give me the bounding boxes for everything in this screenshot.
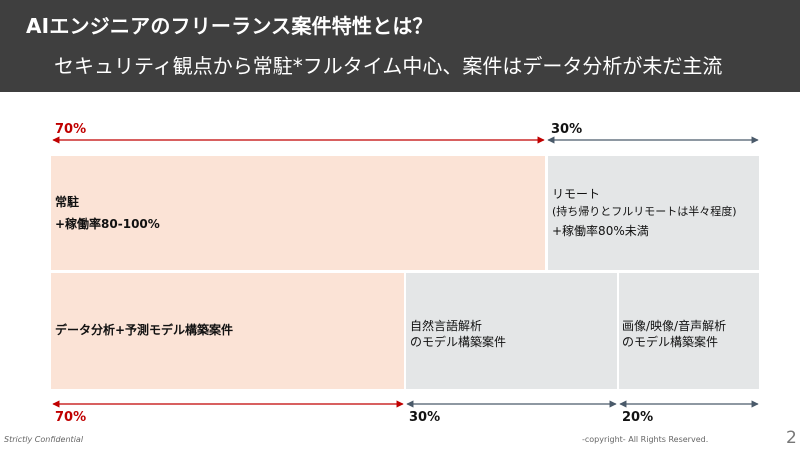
page-number: 2 — [786, 428, 797, 448]
bottom-right-percentage: 20% — [622, 410, 654, 425]
onsite-utilization: +稼働率80-100% — [55, 217, 160, 231]
slide-title: AIエンジニアのフリーランス案件特性とは？ — [26, 14, 433, 38]
media-analysis-label: 画像/映像/音声解析 — [622, 319, 727, 333]
remote-utilization: +稼働率80%未満 — [552, 224, 649, 238]
bottom-middle-percentage: 30% — [409, 410, 441, 425]
onsite-block: 常駐 +稼働率80-100% — [51, 156, 545, 270]
remote-label: リモート — [552, 187, 601, 201]
slide-header: AIエンジニアのフリーランス案件特性とは？ セキュリティ観点から常駐*フルタイム… — [0, 0, 800, 92]
top-right-percentage: 30% — [551, 122, 583, 137]
media-analysis-sublabel: のモデル構築案件 — [622, 335, 719, 349]
data-analysis-block: データ分析+予測モデル構築案件 — [51, 273, 404, 389]
remote-detail: (持ち帰りとフルリモートは半々程度) — [552, 205, 737, 218]
nlp-label: 自然言語解析 — [410, 319, 483, 333]
nlp-block: 自然言語解析 のモデル構築案件 — [406, 273, 617, 389]
slide-subtitle: セキュリティ観点から常駐*フルタイム中心、案件はデータ分析が未だ主流 — [54, 54, 723, 78]
media-analysis-block: 画像/映像/音声解析 のモデル構築案件 — [619, 273, 759, 389]
data-analysis-label: データ分析+予測モデル構築案件 — [55, 323, 234, 337]
remote-block: リモート (持ち帰りとフルリモートは半々程度) +稼働率80%未満 — [548, 156, 759, 270]
top-left-percentage: 70% — [55, 122, 87, 137]
nlp-sublabel: のモデル構築案件 — [410, 335, 507, 349]
copyright-notice: -copyright- All Rights Reserved. — [582, 435, 709, 444]
onsite-label: 常駐 — [55, 195, 80, 209]
bottom-left-percentage: 70% — [55, 410, 87, 425]
confidential-notice: Strictly Confidential — [4, 435, 84, 444]
